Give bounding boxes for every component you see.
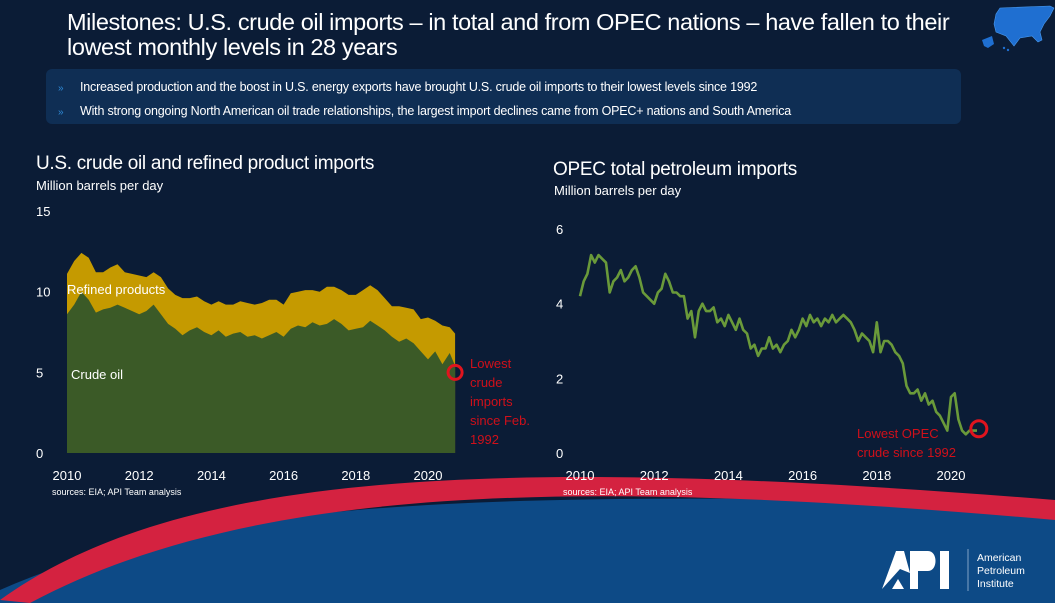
page-title: Milestones: U.S. crude oil imports – in … xyxy=(67,9,950,60)
x-tick-label: 2020 xyxy=(414,468,443,483)
y-tick-label: 0 xyxy=(556,446,563,461)
crude-oil-area xyxy=(67,291,456,453)
us-map-icon xyxy=(982,5,1055,52)
lowest-point-marker xyxy=(446,363,464,381)
org-name-line: Petroleum xyxy=(977,565,1025,577)
x-tick-label: 2018 xyxy=(341,468,370,483)
x-tick-label: 2014 xyxy=(197,468,226,483)
org-name-line: Institute xyxy=(977,578,1014,590)
x-tick-label: 2020 xyxy=(937,468,966,483)
chart-title-opec: OPEC total petroleum imports xyxy=(553,159,797,180)
y-tick-label: 0 xyxy=(36,446,43,461)
series-label-crude: Crude oil xyxy=(71,367,123,382)
key-point: » With strong ongoing North American oil … xyxy=(58,104,791,118)
annotation-text: imports xyxy=(470,394,513,409)
opec-imports-line xyxy=(578,253,977,436)
x-tick-label: 2010 xyxy=(566,468,595,483)
lowest-point-marker xyxy=(969,419,989,439)
x-tick-label: 2016 xyxy=(788,468,817,483)
y-tick-label: 4 xyxy=(556,297,563,312)
source-note-us: sources: EIA; API Team analysis xyxy=(52,487,182,497)
y-axis-label-opec: Million barrels per day xyxy=(554,183,682,198)
key-points-panel: » Increased production and the boost in U… xyxy=(46,69,961,124)
annotation-text: crude since 1992 xyxy=(857,445,956,460)
x-tick-label: 2012 xyxy=(640,468,669,483)
series-label-refined: Refined products xyxy=(67,282,166,297)
x-tick-label: 2016 xyxy=(269,468,298,483)
annotation-text: Lowest OPEC xyxy=(857,426,939,441)
key-point-text: With strong ongoing North American oil t… xyxy=(80,104,792,118)
annotation-text: 1992 xyxy=(470,432,499,447)
annotation-text: Lowest xyxy=(470,356,512,371)
key-point-text: Increased production and the boost in U.… xyxy=(80,80,758,94)
blue-band xyxy=(0,498,1055,603)
key-point: » Increased production and the boost in U… xyxy=(58,80,757,94)
y-tick-label: 15 xyxy=(36,204,50,219)
chart-title-us-imports: U.S. crude oil and refined product impor… xyxy=(36,153,375,174)
chevron-right-icon: » xyxy=(58,83,64,94)
annotation-text: crude xyxy=(470,375,503,390)
source-note-opec: sources: EIA; API Team analysis xyxy=(563,487,693,497)
api-logo-mark xyxy=(882,551,949,589)
x-tick-label: 2014 xyxy=(714,468,743,483)
y-axis-label-us: Million barrels per day xyxy=(36,178,164,193)
annotation-text: since Feb. xyxy=(470,413,530,428)
y-tick-label: 10 xyxy=(36,285,50,300)
org-name-line: American xyxy=(977,552,1022,564)
red-band xyxy=(0,477,1055,603)
chevron-right-icon: » xyxy=(58,107,64,118)
x-tick-label: 2018 xyxy=(862,468,891,483)
x-tick-label: 2012 xyxy=(125,468,154,483)
y-tick-label: 6 xyxy=(556,222,563,237)
y-tick-label: 5 xyxy=(36,365,43,380)
x-tick-label: 2010 xyxy=(53,468,82,483)
api-logo: American Petroleum Institute xyxy=(882,549,1025,591)
y-tick-label: 2 xyxy=(556,371,563,386)
